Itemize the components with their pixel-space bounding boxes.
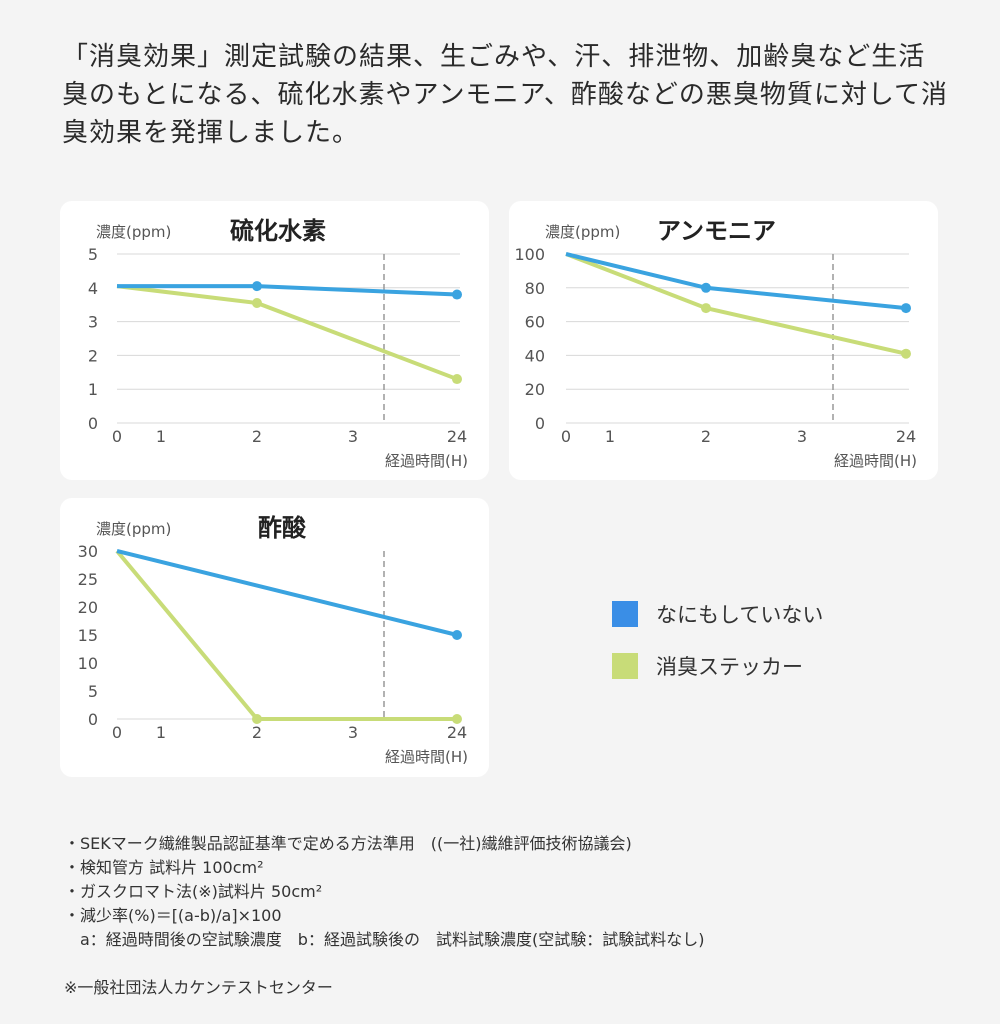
y-tick-label: 25: [78, 570, 98, 589]
x-tick-label: 0: [561, 427, 571, 446]
legend-swatch: [612, 653, 638, 679]
note-line: ・SEKマーク繊維製品認証基準で定める方法準用 ((一社)繊維評価技術協議会): [64, 834, 632, 853]
data-point-none: [701, 282, 711, 293]
legend-label: なにもしていない: [656, 603, 824, 627]
chart-title: 酢酸: [258, 514, 307, 542]
x-tick-label: 2: [701, 427, 711, 446]
y-tick-label: 1: [88, 380, 98, 399]
chart-panel-hydrogen-sulfide: 濃度(ppm) 硫化水素 0 1 2 3 4 5 0 1 2 3 24 経過時間(H): [60, 201, 489, 480]
legend-label: 消臭ステッカー: [656, 655, 803, 679]
y-tick-label: 30: [78, 542, 98, 561]
chart-panel-acetic-acid: 濃度(ppm) 酢酸 0 5 10 15 20 25 30 0 1 2 3 24 経過時間(H): [60, 498, 489, 777]
data-point-sticker: [452, 374, 462, 385]
x-tick-label: 1: [156, 723, 166, 742]
y-tick-label: 3: [88, 313, 98, 332]
series-line-none: [116, 549, 458, 637]
y-tick-label: 60: [525, 313, 545, 332]
legend: なにもしていない 消臭ステッカー: [612, 600, 823, 704]
chart-svg: 濃度(ppm) 硫化水素 0 1 2 3 4 5 0 1 2 3 24 経過時間(H): [88, 217, 468, 470]
data-point-none: [901, 303, 911, 314]
y-tick-label: 0: [88, 414, 98, 433]
x-tick-label: 3: [348, 427, 358, 446]
y-tick-label: 20: [78, 598, 98, 617]
legend-item-none: なにもしていない: [612, 600, 823, 628]
notes: ・SEKマーク繊維製品認証基準で定める方法準用 ((一社)繊維評価技術協議会) ・…: [64, 808, 704, 1024]
chart-panel-ammonia: 濃度(ppm) アンモニア 0 20 40 60 80 100 0 1 2 3 24 経過時間(H): [509, 201, 938, 480]
data-point-none: [452, 289, 462, 300]
y-tick-label: 0: [535, 414, 545, 433]
note-line: a：経過時間後の空試験濃度 b：経過試験後の 試料試験濃度(空試験：試験試料なし…: [64, 930, 705, 949]
x-tick-label: 24: [447, 723, 467, 742]
data-point-sticker: [452, 714, 462, 724]
series-line-sticker: [115, 549, 457, 721]
x-tick-label: 2: [252, 723, 262, 742]
chart-svg: 濃度(ppm) 酢酸 0 5 10 15 20 25 30 0 1 2 3 24 経過時間(H): [78, 514, 468, 766]
y-tick-label: 5: [88, 245, 98, 264]
x-axis-label: 経過時間(H): [834, 452, 917, 470]
y-tick-label: 4: [88, 279, 98, 298]
y-tick-label: 5: [88, 682, 98, 701]
y-axis-label: 濃度(ppm): [96, 520, 171, 538]
note-line: ・検知管方 試料片 100cm²: [64, 858, 264, 877]
x-tick-label: 0: [112, 427, 122, 446]
x-tick-label: 2: [252, 427, 262, 446]
legend-item-sticker: 消臭ステッカー: [612, 652, 823, 680]
series-line-none: [565, 252, 907, 311]
data-point-sticker: [252, 714, 262, 724]
y-tick-label: 15: [78, 626, 98, 645]
x-axis-label: 経過時間(H): [385, 452, 468, 470]
x-tick-label: 1: [605, 427, 615, 446]
y-tick-label: 80: [525, 279, 545, 298]
y-tick-label: 0: [88, 710, 98, 729]
data-point-none: [452, 630, 462, 640]
x-axis-label: 経過時間(H): [385, 748, 468, 766]
x-tick-label: 0: [112, 723, 122, 742]
data-point-none: [252, 281, 262, 292]
intro-text: 「消臭効果」測定試験の結果、生ごみや、汗、排泄物、加齢臭など生活臭のもとになる、…: [62, 42, 949, 148]
data-point-sticker: [701, 303, 711, 314]
series-line-sticker: [116, 284, 458, 381]
x-tick-label: 24: [447, 427, 467, 446]
y-tick-label: 100: [514, 245, 545, 264]
y-axis-label: 濃度(ppm): [545, 223, 620, 241]
data-point-sticker: [901, 348, 911, 359]
note-line: ※一般社団法人カケンテストセンター: [64, 978, 333, 997]
y-tick-label: 2: [88, 346, 98, 365]
x-tick-label: 3: [797, 427, 807, 446]
y-axis-label: 濃度(ppm): [96, 223, 171, 241]
x-tick-label: 1: [156, 427, 166, 446]
note-line: [64, 952, 704, 976]
x-tick-label: 3: [348, 723, 358, 742]
chart-title: 硫化水素: [230, 217, 326, 245]
data-point-sticker: [252, 298, 262, 309]
chart-svg: 濃度(ppm) アンモニア 0 20 40 60 80 100 0 1 2 3 24 経過時間(H): [514, 217, 917, 470]
x-tick-label: 24: [896, 427, 916, 446]
y-tick-label: 20: [525, 380, 545, 399]
legend-swatch: [612, 601, 638, 627]
note-line: ・ガスクロマト法(※)試料片 50cm²: [64, 882, 323, 901]
y-tick-label: 10: [78, 654, 98, 673]
y-tick-label: 40: [525, 346, 545, 365]
chart-title: アンモニア: [657, 217, 776, 245]
note-line: ・減少率(%)＝[(a-b)/a]×100: [64, 906, 282, 925]
